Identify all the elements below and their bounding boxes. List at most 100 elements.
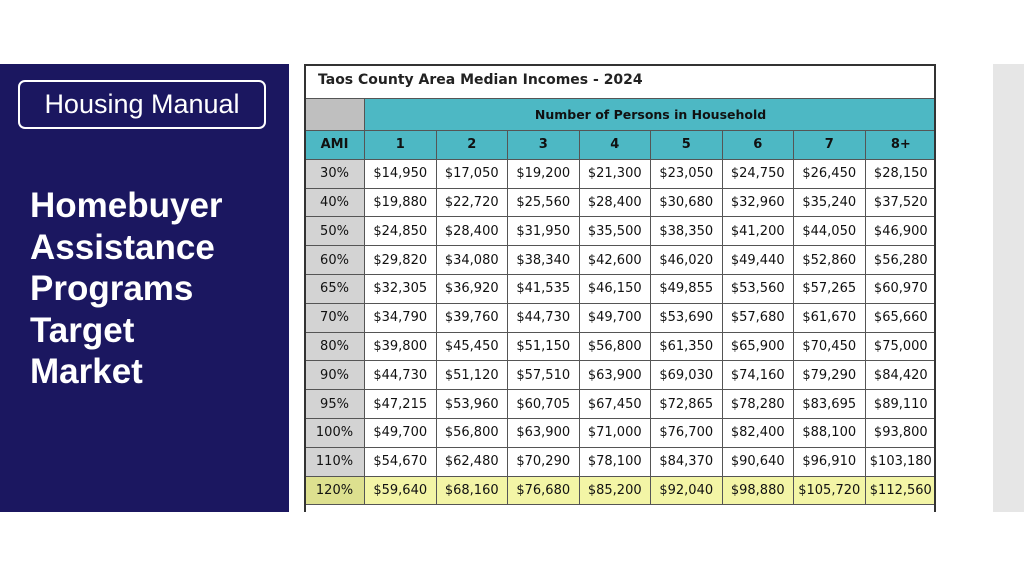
housing-manual-badge: Housing Manual bbox=[18, 80, 266, 129]
income-cell: $84,420 bbox=[864, 360, 936, 391]
income-cell: $72,865 bbox=[650, 389, 723, 419]
sidebar-panel bbox=[0, 64, 289, 512]
income-cell: $44,730 bbox=[507, 302, 580, 333]
income-cell: $65,900 bbox=[721, 331, 794, 362]
income-cell: $14,950 bbox=[364, 158, 437, 189]
income-cell: $21,300 bbox=[578, 158, 651, 189]
title-line: Programs bbox=[30, 269, 194, 308]
income-cell: $54,670 bbox=[364, 446, 437, 477]
table-row: 100% $49,700 $56,800 $63,900 $71,000 $76,700 $… bbox=[304, 417, 936, 448]
income-cell: $78,280 bbox=[721, 389, 794, 419]
income-cell: $59,640 bbox=[364, 475, 437, 506]
page-title: Homebuyer Assistance Programs Target Mar… bbox=[30, 185, 280, 393]
income-cell: $53,960 bbox=[435, 389, 508, 419]
household-size-header: 8+ bbox=[864, 130, 936, 160]
income-cell: $39,760 bbox=[435, 302, 508, 333]
income-cell: $19,200 bbox=[507, 158, 580, 189]
ami-percent-cell: 90% bbox=[304, 360, 365, 391]
ami-percent-cell: 110% bbox=[304, 446, 365, 477]
income-cell: $67,450 bbox=[578, 389, 651, 419]
income-cell: $37,520 bbox=[864, 187, 936, 218]
ami-percent-cell: 65% bbox=[304, 273, 365, 304]
income-cell: $84,370 bbox=[650, 446, 723, 477]
income-cell: $49,855 bbox=[650, 273, 723, 304]
income-cell: $49,700 bbox=[364, 417, 437, 448]
title-line: Homebuyer bbox=[30, 186, 223, 225]
income-cell: $45,450 bbox=[435, 331, 508, 362]
income-cell: $24,850 bbox=[364, 216, 437, 247]
income-cell: $38,340 bbox=[507, 245, 580, 275]
ami-income-table: Number of Persons in Household AMI 1 2 3 4 5 6… bbox=[304, 98, 936, 506]
table-body: 30% $14,950 $17,050 $19,200 $21,300 $23,050 $2… bbox=[304, 158, 936, 506]
table-title: Taos County Area Median Incomes - 2024 bbox=[318, 72, 643, 88]
income-cell: $82,400 bbox=[721, 417, 794, 448]
income-cell: $98,880 bbox=[721, 475, 794, 506]
table-row: 95% $47,215 $53,960 $60,705 $67,450 $72,865 $7… bbox=[304, 389, 936, 419]
income-cell: $38,350 bbox=[650, 216, 723, 247]
income-cell: $103,180 bbox=[864, 446, 936, 477]
income-cell: $28,400 bbox=[435, 216, 508, 247]
income-cell: $57,680 bbox=[721, 302, 794, 333]
income-cell: $41,535 bbox=[507, 273, 580, 304]
title-line: Target bbox=[30, 310, 135, 350]
income-cell: $47,215 bbox=[364, 389, 437, 419]
income-cell: $75,000 bbox=[864, 331, 936, 362]
table-row: 70% $34,790 $39,760 $44,730 $49,700 $53,690 $5… bbox=[304, 302, 936, 333]
title-line: Market bbox=[30, 352, 143, 391]
income-cell: $56,800 bbox=[435, 417, 508, 448]
income-cell: $96,910 bbox=[793, 446, 866, 477]
income-cell: $53,690 bbox=[650, 302, 723, 333]
income-cell: $46,150 bbox=[578, 273, 651, 304]
income-cell: $85,200 bbox=[578, 475, 651, 506]
household-size-header: 1 bbox=[364, 130, 437, 160]
ami-percent-cell: 70% bbox=[304, 302, 365, 333]
blank-header-cell bbox=[304, 98, 365, 131]
income-cell: $42,600 bbox=[578, 245, 651, 275]
income-cell: $23,050 bbox=[650, 158, 723, 189]
income-cell: $28,150 bbox=[864, 158, 936, 189]
income-cell: $56,280 bbox=[864, 245, 936, 275]
income-cell: $70,290 bbox=[507, 446, 580, 477]
income-cell: $30,680 bbox=[650, 187, 723, 218]
table-row: 50% $24,850 $28,400 $31,950 $35,500 $38,350 $4… bbox=[304, 216, 936, 247]
table-row: 80% $39,800 $45,450 $51,150 $56,800 $61,350 $6… bbox=[304, 331, 936, 362]
income-cell: $93,800 bbox=[864, 417, 936, 448]
income-cell: $65,660 bbox=[864, 302, 936, 333]
ami-percent-cell: 95% bbox=[304, 389, 365, 419]
income-cell: $60,970 bbox=[864, 273, 936, 304]
ami-percent-cell: 40% bbox=[304, 187, 365, 218]
income-cell: $32,305 bbox=[364, 273, 437, 304]
title-line: Assistance bbox=[30, 227, 215, 267]
income-cell: $92,040 bbox=[650, 475, 723, 506]
income-cell: $74,160 bbox=[721, 360, 794, 391]
income-cell: $51,120 bbox=[435, 360, 508, 391]
ami-percent-cell: 80% bbox=[304, 331, 365, 362]
income-cell: $35,240 bbox=[793, 187, 866, 218]
income-cell: $70,450 bbox=[793, 331, 866, 362]
income-cell: $26,450 bbox=[793, 158, 866, 189]
income-cell: $79,290 bbox=[793, 360, 866, 391]
ami-column-header: AMI bbox=[304, 130, 365, 160]
table-row: 65% $32,305 $36,920 $41,535 $46,150 $49,855 $5… bbox=[304, 273, 936, 304]
income-cell: $29,820 bbox=[364, 245, 437, 275]
table-row: 120% $59,640 $68,160 $76,680 $85,200 $92,040 $… bbox=[304, 475, 936, 506]
income-cell: $78,100 bbox=[578, 446, 651, 477]
income-cell: $112,560 bbox=[864, 475, 936, 506]
income-cell: $46,020 bbox=[650, 245, 723, 275]
income-cell: $57,510 bbox=[507, 360, 580, 391]
persons-group-header: Number of Persons in Household bbox=[363, 98, 936, 131]
income-cell: $68,160 bbox=[435, 475, 508, 506]
income-cell: $63,900 bbox=[507, 417, 580, 448]
household-size-header: 6 bbox=[721, 130, 794, 160]
ami-percent-cell: 50% bbox=[304, 216, 365, 247]
income-cell: $57,265 bbox=[793, 273, 866, 304]
income-cell: $76,680 bbox=[507, 475, 580, 506]
household-size-header: 5 bbox=[650, 130, 723, 160]
income-cell: $34,790 bbox=[364, 302, 437, 333]
income-cell: $46,900 bbox=[864, 216, 936, 247]
income-cell: $41,200 bbox=[721, 216, 794, 247]
income-cell: $88,100 bbox=[793, 417, 866, 448]
income-cell: $17,050 bbox=[435, 158, 508, 189]
table-row: 90% $44,730 $51,120 $57,510 $63,900 $69,030 $7… bbox=[304, 360, 936, 391]
income-cell: $49,440 bbox=[721, 245, 794, 275]
